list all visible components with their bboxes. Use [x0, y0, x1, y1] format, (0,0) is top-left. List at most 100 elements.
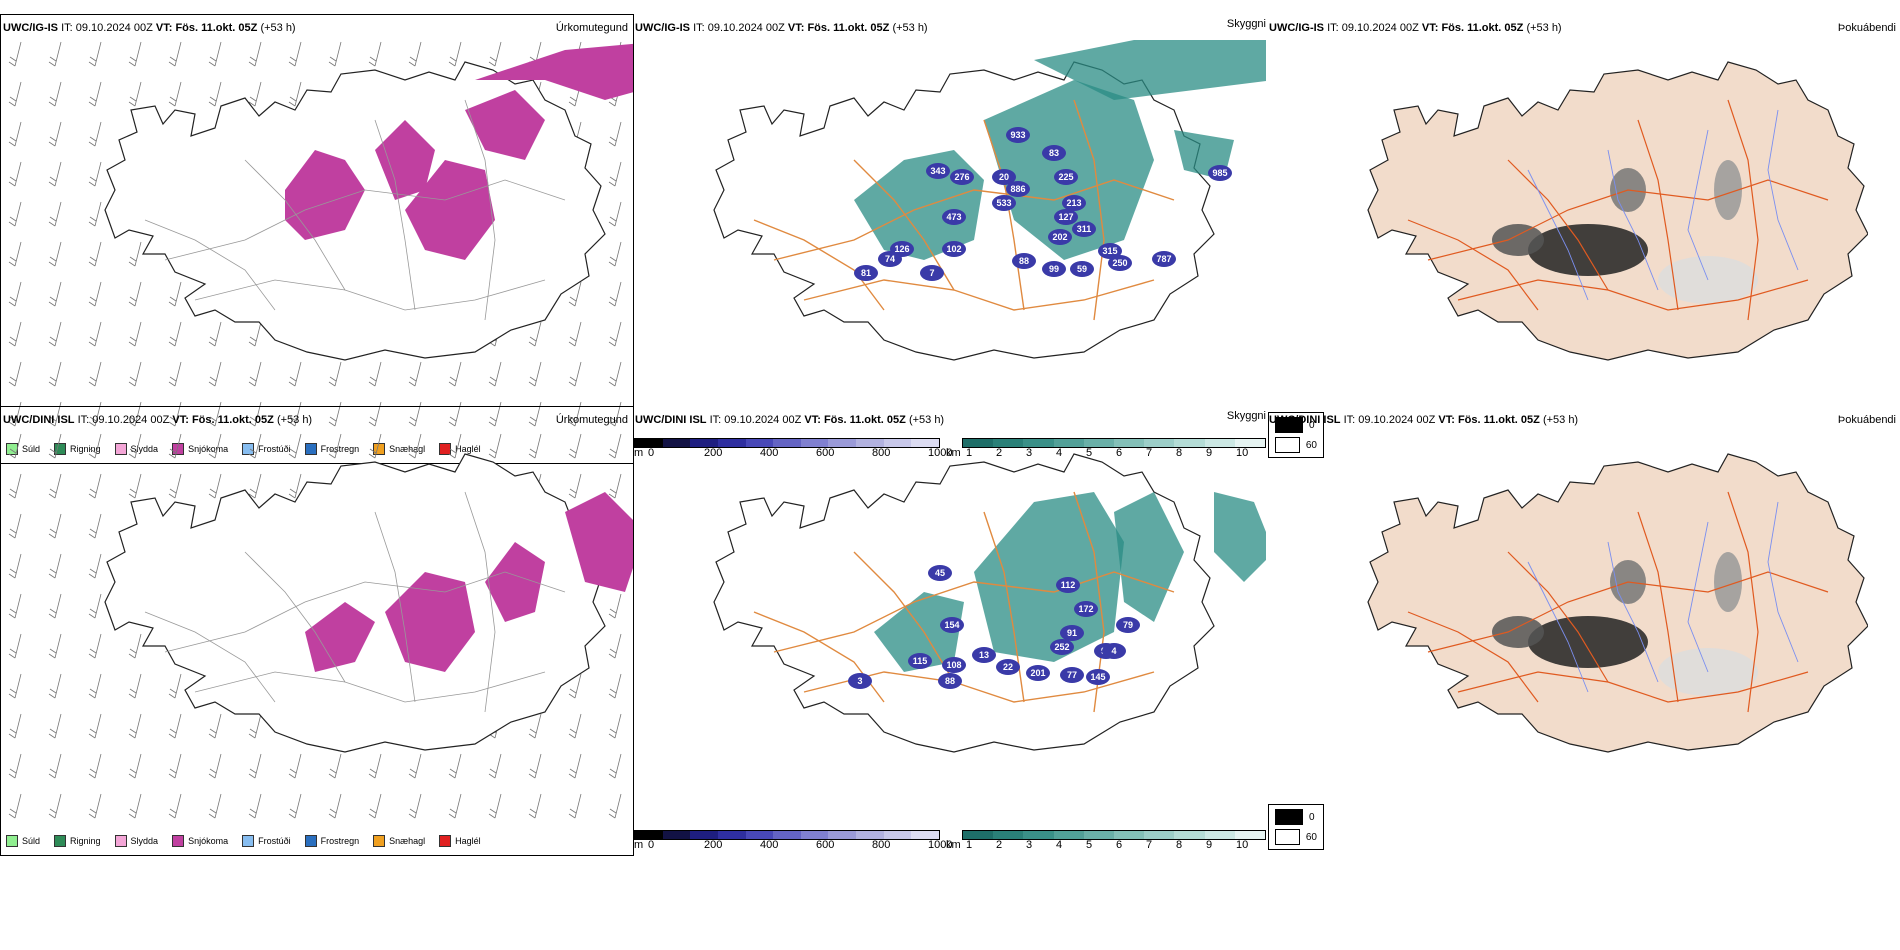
low-visibility-blob	[940, 617, 964, 633]
visibility-panel-header: UWC/IG-IS IT: 09.10.2024 00Z VT: Fös. 11…	[635, 22, 928, 34]
legend-label: 0	[1309, 419, 1315, 431]
precip-type-map	[1, 36, 633, 436]
road	[753, 219, 885, 311]
fog-map	[1367, 61, 1868, 361]
visibility-value-label: 22	[1003, 662, 1013, 672]
road	[374, 511, 416, 703]
visibility-value-label: 81	[861, 268, 871, 278]
vt-label: VT:	[1438, 414, 1455, 426]
model-row-0: UWC/IG-IS IT: 09.10.2024 00Z VT: Fös. 11…	[0, 0, 1900, 470]
fog-blob	[1492, 224, 1544, 256]
vt-label: VT:	[155, 22, 173, 34]
low-visibility-blob	[1086, 669, 1110, 685]
low-visibility-blob	[1050, 639, 1074, 655]
road	[164, 571, 566, 653]
colorbar-step	[1234, 439, 1266, 447]
low-visibility-blob	[1072, 221, 1096, 237]
cloud-tick: 6	[1116, 447, 1123, 459]
road	[1407, 219, 1539, 311]
visibility-labels: 4511217215491252115108132220177145913884…	[848, 565, 1140, 689]
cloud-tick: 2	[996, 839, 1003, 851]
low-visibility-blob	[1056, 577, 1080, 593]
snow-area	[375, 120, 435, 200]
colorbar-step	[690, 439, 718, 447]
snow-area	[475, 43, 633, 100]
height-tick: 200	[704, 839, 723, 851]
snow-areas	[285, 43, 633, 260]
visibility-value-label: 112	[1061, 580, 1076, 590]
low-visibility-blob	[1062, 195, 1086, 211]
road	[1637, 119, 1679, 311]
vt-value: Fös. 11.okt. 05Z	[175, 22, 258, 34]
cloud-tick: 3	[1026, 839, 1033, 851]
colorbar-step	[883, 439, 912, 447]
low-visibility-blob	[1060, 625, 1084, 641]
river-network	[1527, 109, 1799, 301]
road	[1427, 179, 1829, 261]
river	[1767, 501, 1799, 663]
low-visibility-blob	[1054, 169, 1078, 185]
visibility-panel-title: Skyggni	[1226, 18, 1266, 30]
colorbar-step	[662, 439, 691, 447]
colorbar-step	[1083, 439, 1115, 447]
precip-legend-item: Snæhagl	[373, 835, 425, 847]
cloud-tick: 5	[1086, 447, 1093, 459]
model-name: UWC/DINI ISL	[635, 414, 707, 426]
low-visibility-blob	[1208, 165, 1232, 181]
height-tick: 400	[760, 447, 779, 459]
visibility-value-label: 252	[1054, 642, 1069, 652]
snow-area	[565, 492, 633, 592]
colorbar-step	[828, 439, 857, 447]
height-unit: m	[634, 447, 644, 459]
river	[1527, 169, 1589, 301]
vt-value: Fös. 11.okt. 05Z	[823, 414, 906, 426]
cloud-colorbar	[962, 438, 1266, 448]
cloud-tick: 8	[1176, 447, 1183, 459]
cloud-area	[1034, 40, 1266, 100]
cloud-colorbar	[962, 830, 1266, 840]
height-tick: 1000	[928, 839, 953, 851]
visibility-value-label: 985	[1212, 168, 1227, 178]
it-value: 09.10.2024 00Z	[707, 22, 785, 34]
river	[1767, 109, 1799, 271]
it-label: IT:	[61, 22, 73, 34]
it-value: 09.10.2024 00Z	[75, 22, 153, 34]
visibility-value-label: 533	[996, 198, 1011, 208]
road	[1727, 491, 1759, 713]
snow-areas	[305, 492, 633, 672]
colorbar-step	[993, 831, 1024, 839]
height-colorbar	[634, 830, 940, 840]
legend-label: Snæhagl	[389, 836, 426, 846]
it-label: IT:	[709, 414, 722, 426]
visibility-panel: UWC/IG-IS IT: 09.10.2024 00Z VT: Fös. 11…	[634, 0, 1268, 470]
model-row-1: UWC/DINI ISL IT: 09.10.2024 00Z VT: Fös.…	[0, 392, 1900, 862]
cloud-tick: 5	[1086, 839, 1093, 851]
visibility-value-label: 315	[1102, 246, 1117, 256]
fog-panel: UWC/IG-IS IT: 09.10.2024 00Z VT: Fös. 11…	[1268, 0, 1900, 470]
legend-swatch	[439, 835, 452, 847]
low-visibility-blob	[942, 657, 966, 673]
visibility-value-label: 79	[1123, 620, 1133, 630]
colorbar-step	[717, 439, 746, 447]
iceland-coastline	[104, 453, 606, 753]
precip-legend-item: Slydda	[114, 835, 158, 847]
vt-value: Fös. 11.okt. 05Z	[1457, 414, 1540, 426]
cloud-unit: km	[946, 839, 961, 851]
colorbar-step	[1204, 831, 1235, 839]
low-visibility-blob	[1042, 261, 1066, 277]
visibility-value-label: 88	[945, 676, 955, 686]
visibility-panel-title: Skyggni	[1226, 410, 1266, 422]
precip-type-panel: UWC/DINI ISL IT: 09.10.2024 00Z VT: Fös.…	[0, 392, 634, 862]
fog-legend: 0 60	[1268, 804, 1324, 850]
colorbar-step	[1083, 831, 1115, 839]
visibility-value-label: 473	[946, 212, 961, 222]
river-network	[1527, 501, 1799, 693]
colorbar-step	[856, 439, 884, 447]
colorbar-step	[1114, 831, 1145, 839]
cloud-tick: 9	[1206, 447, 1213, 459]
road	[1457, 279, 1809, 311]
low-visibility-blob	[938, 673, 962, 689]
legend-label: Frostúði	[258, 836, 291, 846]
height-tick: 800	[872, 447, 891, 459]
visibility-value-label: 126	[894, 244, 909, 254]
